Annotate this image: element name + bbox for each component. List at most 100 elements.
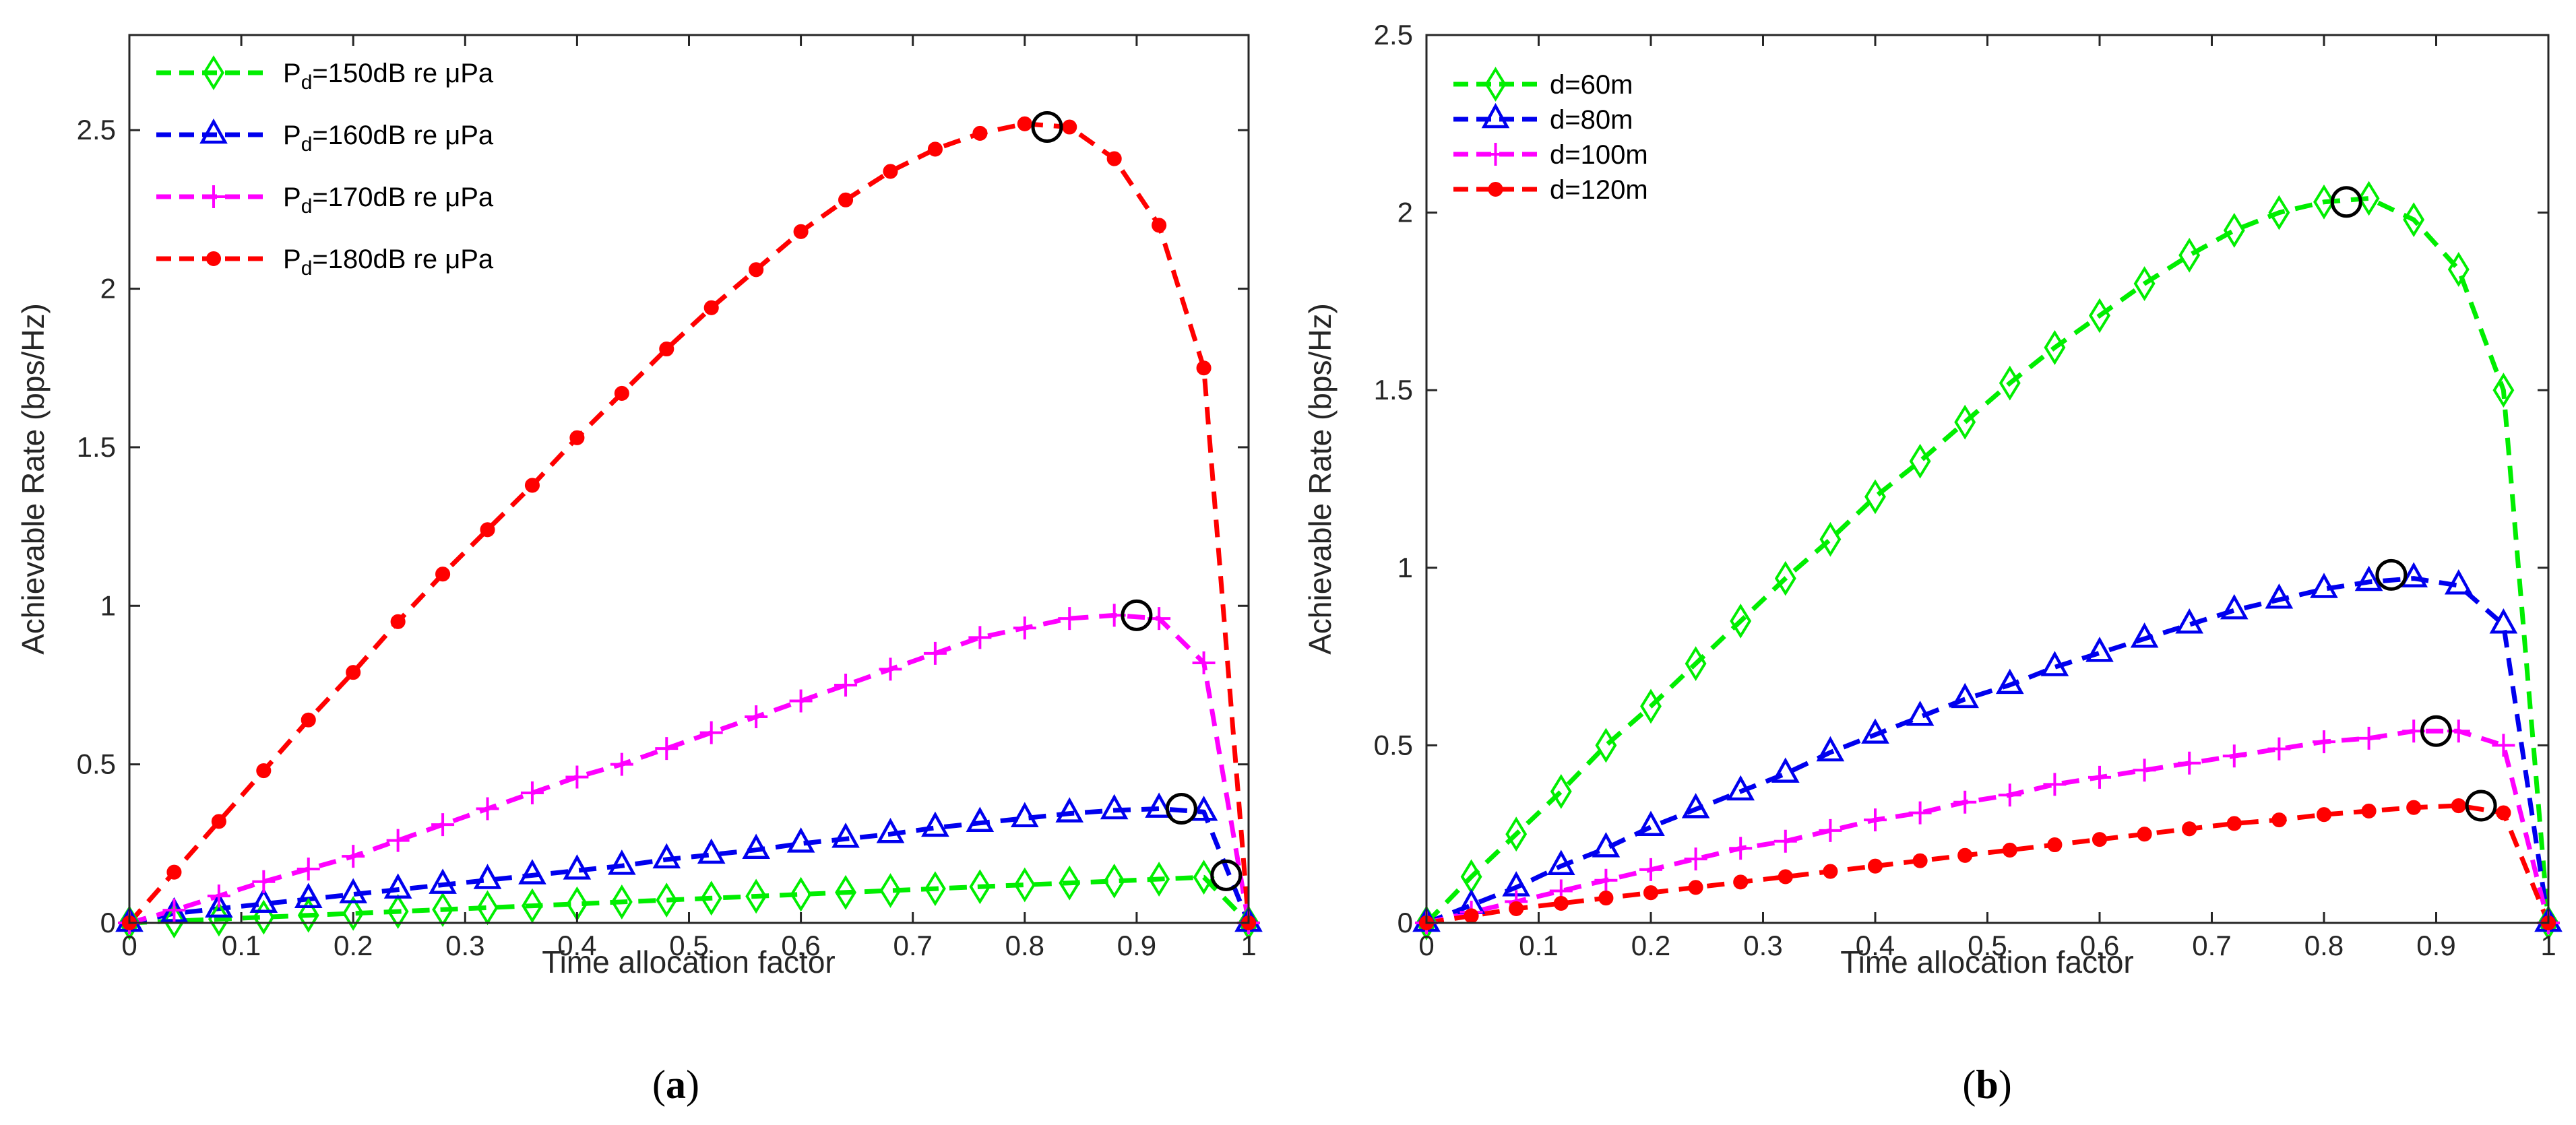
data-point-a-2 xyxy=(789,689,813,713)
x-tick-label-a: 0.1 xyxy=(222,930,261,961)
data-point-a-1 xyxy=(876,818,905,843)
data-point-b-3 xyxy=(2271,812,2287,828)
y-tick-label-a: 0 xyxy=(100,907,116,938)
data-point-a-1 xyxy=(1055,797,1084,823)
data-point-b-3 xyxy=(1778,869,1793,885)
data-point-b-3 xyxy=(1733,874,1749,890)
data-point-a-2 xyxy=(476,797,499,821)
data-point-b-1 xyxy=(2399,562,2428,587)
x-tick-label-a: 0.3 xyxy=(445,930,484,961)
data-point-a-1 xyxy=(249,887,278,913)
y-tick-label-b: 1.5 xyxy=(1374,374,1413,406)
data-point-b-3 xyxy=(2316,807,2332,823)
data-point-b-0 xyxy=(1864,479,1886,515)
optimum-circle-b-1 xyxy=(2375,558,2408,591)
series-line-a-3 xyxy=(127,121,1251,925)
data-point-a-1 xyxy=(966,806,995,833)
data-point-b-0 xyxy=(2447,252,2470,287)
data-point-b-1 xyxy=(1951,682,1980,709)
data-point-b-0 xyxy=(2313,184,2335,220)
data-point-b-2 xyxy=(2222,744,2246,768)
data-point-b-3 xyxy=(2092,832,2108,847)
panel-label-a: (a) xyxy=(652,1062,699,1107)
data-point-b-1 xyxy=(1546,849,1575,875)
data-point-a-0 xyxy=(342,895,365,931)
data-point-b-3 xyxy=(1957,847,1973,863)
data-point-b-2 xyxy=(1729,837,1753,860)
y-tick-label-b: 2 xyxy=(1397,197,1413,228)
x-tick-label-b: 0 xyxy=(1418,930,1434,961)
data-point-b-2 xyxy=(2492,734,2515,757)
series-line-b-1 xyxy=(1425,576,2551,926)
y-tick-label-a: 1.5 xyxy=(77,431,116,463)
data-point-a-1 xyxy=(383,873,412,899)
legend-marker-a-0 xyxy=(203,55,224,90)
data-point-b-2 xyxy=(2267,737,2291,761)
data-point-b-2 xyxy=(2313,730,2335,754)
data-point-a-3 xyxy=(838,192,854,207)
data-point-b-3 xyxy=(2182,821,2197,837)
data-point-a-0 xyxy=(879,873,902,908)
x-tick-label-b: 1 xyxy=(2540,930,2556,961)
legend-label-b-0: d=60m xyxy=(1550,70,1633,100)
data-point-a-1 xyxy=(429,868,457,894)
data-point-b-0 xyxy=(2268,195,2290,230)
data-point-b-1 xyxy=(1726,775,1755,801)
data-point-b-3 xyxy=(1598,891,1614,906)
data-point-a-2 xyxy=(699,721,723,744)
x-tick-label-a: 0.8 xyxy=(1005,930,1044,961)
data-point-a-0 xyxy=(610,885,633,920)
data-point-a-3 xyxy=(793,224,809,239)
x-tick-label-b: 0.8 xyxy=(2304,930,2344,961)
data-point-b-3 xyxy=(2047,837,2063,853)
data-point-a-0 xyxy=(1148,862,1170,897)
data-point-a-1 xyxy=(473,864,502,889)
data-point-a-3 xyxy=(972,125,988,141)
legend-label-b-1: d=80m xyxy=(1550,105,1633,135)
data-point-a-2 xyxy=(968,626,992,649)
data-point-b-0 xyxy=(1909,443,1931,479)
data-point-a-2 xyxy=(1058,607,1081,631)
data-point-b-3 xyxy=(2361,803,2377,818)
legend-marker-a-2 xyxy=(202,185,225,208)
series-line-b-2 xyxy=(1426,728,2551,926)
y-tick-label-a: 2 xyxy=(100,273,116,304)
series-line-a-2 xyxy=(129,612,1251,926)
data-point-a-1 xyxy=(563,854,592,880)
data-point-b-1 xyxy=(2085,637,2114,662)
data-point-a-3 xyxy=(703,300,719,315)
data-point-b-3 xyxy=(2496,805,2511,821)
data-point-b-3 xyxy=(2226,816,2242,831)
data-point-a-2 xyxy=(207,884,230,907)
data-point-b-1 xyxy=(2310,573,2338,598)
data-point-b-1 xyxy=(2444,569,2473,595)
data-point-a-2 xyxy=(431,813,455,837)
data-point-a-1 xyxy=(921,811,949,837)
x-axis-label-a: Time allocation factor xyxy=(542,944,835,979)
data-point-a-3 xyxy=(614,385,629,401)
data-point-a-0 xyxy=(163,903,185,939)
data-point-b-0 xyxy=(1595,728,1617,763)
data-point-a-0 xyxy=(208,901,230,937)
optimum-circle-a-2 xyxy=(1165,793,1197,825)
data-point-a-0 xyxy=(387,894,409,929)
data-point-b-1 xyxy=(1906,701,1935,726)
data-point-b-1 xyxy=(1995,668,2024,695)
data-point-a-3 xyxy=(346,665,361,680)
data-point-a-3 xyxy=(166,864,182,880)
data-point-a-3 xyxy=(1062,119,1077,135)
data-point-b-3 xyxy=(2002,842,2017,858)
data-point-b-0 xyxy=(2133,266,2156,301)
data-point-a-3 xyxy=(749,262,764,278)
data-point-a-0 xyxy=(432,892,454,928)
data-point-b-2 xyxy=(1908,801,1932,825)
data-point-a-1 xyxy=(697,838,726,864)
data-point-a-0 xyxy=(790,876,812,912)
optimum-circle-b-3 xyxy=(2465,790,2497,822)
y-tick-label-b: 0 xyxy=(1397,907,1413,938)
data-point-b-0 xyxy=(2089,298,2110,333)
data-point-a-2 xyxy=(745,705,768,729)
x-tick-label-b: 0.4 xyxy=(1856,930,1895,961)
legend-marker-a-1 xyxy=(199,118,228,144)
data-point-b-0 xyxy=(1954,404,1976,440)
